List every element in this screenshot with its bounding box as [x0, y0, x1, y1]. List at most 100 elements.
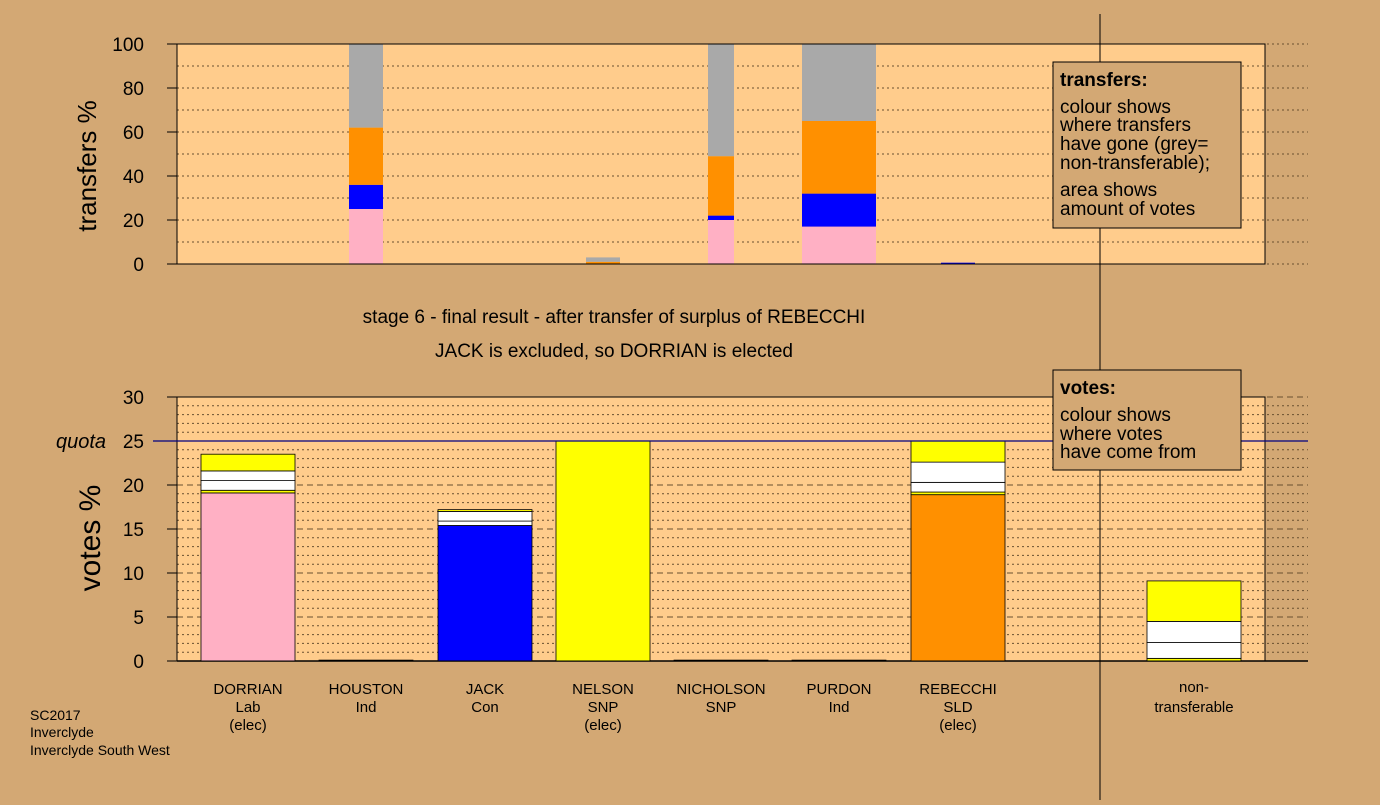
votes-bar-segment: [910, 461, 1006, 483]
candidate-name: REBECCHI: [919, 681, 997, 698]
transfers-bar-segment: [349, 184, 383, 209]
votes-y-tick-label: 0: [133, 652, 144, 673]
candidate-name: NELSON: [572, 681, 634, 698]
transfers-bar-segment: [802, 193, 876, 227]
footer-line: SC2017: [30, 707, 81, 723]
transfers-legend-title: transfers:: [1060, 70, 1148, 91]
votes-bar-segment: [910, 481, 1006, 493]
votes-y-tick-label: 15: [123, 520, 144, 541]
transfers-bar-segment: [802, 226, 876, 264]
votes-bar-segment: [1146, 580, 1242, 622]
transfers-y-tick-label: 100: [112, 35, 144, 56]
transfers-bar-segment: [586, 257, 620, 262]
candidate-party: Lab: [235, 699, 260, 716]
transfers-bar-segment: [349, 209, 383, 264]
transfers-legend-line: non-transferable);: [1060, 153, 1210, 174]
footer-line: Inverclyde: [30, 724, 94, 740]
nontransferable-label-line: transferable: [1154, 699, 1233, 716]
votes-bar-segment: [200, 480, 296, 491]
candidate-name: DORRIAN: [213, 681, 282, 698]
votes-bar-segment: [437, 509, 533, 512]
transfers-y-ticks: 0 20 40 60 80 100: [112, 35, 177, 276]
votes-y-axis-label: votes %: [74, 485, 107, 592]
transfers-bar: [349, 44, 383, 264]
transfers-bar: [802, 44, 876, 264]
candidate-name: NICHOLSON: [676, 681, 765, 698]
transfers-legend-line: amount of votes: [1060, 199, 1195, 220]
candidate-party: SNP: [706, 699, 737, 716]
candidate-note: (elec): [584, 717, 622, 734]
transfers-bar-segment: [941, 262, 975, 264]
transfers-bar-segment: [708, 156, 734, 216]
transfers-bar-segment: [802, 44, 876, 121]
votes-bar-segment: [200, 492, 296, 662]
footer-line: Inverclyde South West: [30, 742, 170, 758]
transfers-bar: [586, 257, 620, 264]
votes-bar: [910, 440, 1006, 662]
transfers-bar-segment: [802, 121, 876, 194]
votes-legend-line: have come from: [1060, 442, 1196, 463]
transfers-legend: transfers: colour shows where transfers …: [1052, 61, 1242, 229]
candidate-note: (elec): [939, 717, 977, 734]
candidate-name: PURDON: [806, 681, 871, 698]
votes-bar: [437, 509, 533, 662]
votes-legend-box: [1052, 369, 1242, 471]
transfers-legend-line: where transfers: [1059, 115, 1191, 136]
votes-bar-segment: [200, 453, 296, 472]
transfers-legend-box: [1052, 61, 1242, 229]
transfers-bar-segment: [708, 215, 734, 220]
votes-bar-segment: [555, 440, 651, 662]
candidate-party: Ind: [829, 699, 850, 716]
votes-y-ticks: 0 5 10 15 20 25 30: [123, 388, 177, 673]
candidate-party: SLD: [943, 699, 972, 716]
votes-bar-segment: [437, 525, 533, 662]
candidate-party: Ind: [356, 699, 377, 716]
transfers-y-tick-label: 40: [123, 167, 144, 188]
votes-y-tick-label: 25: [123, 432, 144, 453]
candidate-name: HOUSTON: [329, 681, 404, 698]
candidate-note: (elec): [229, 717, 267, 734]
votes-bar-segment: [200, 470, 296, 482]
votes-bar: [1146, 580, 1242, 662]
votes-bar-segment: [910, 494, 1006, 662]
transfers-plot-border: [176, 43, 1266, 265]
transfers-legend-line: have gone (grey=: [1060, 134, 1208, 155]
votes-bar-segment: [437, 510, 533, 522]
transfers-y-axis-label: transfers %: [72, 100, 102, 232]
votes-bar: [555, 440, 651, 662]
votes-bars: [200, 440, 1242, 662]
transfers-y-tick-label: 20: [123, 211, 144, 232]
votes-legend: votes: colour shows where votes have com…: [1052, 369, 1242, 471]
transfers-y-tick-label: 60: [123, 123, 144, 144]
transfers-legend-line: colour shows: [1060, 97, 1171, 118]
votes-y-tick-label: 5: [133, 608, 144, 629]
votes-legend-line: where votes: [1059, 424, 1162, 445]
votes-y-tick-label: 10: [123, 564, 144, 585]
quota-label: quota: [56, 431, 106, 453]
nontransferable-label-line: non-: [1179, 679, 1209, 696]
transfers-y-tick-label: 0: [133, 255, 144, 276]
candidate-party: Con: [471, 699, 499, 716]
transfers-bar-segment: [586, 261, 620, 264]
votes-bar: [200, 453, 296, 662]
votes-x-labels: DORRIANLab(elec)HOUSTONIndJACKConNELSONS…: [213, 679, 1233, 734]
nontransferable-label: non-transferable: [1154, 679, 1233, 716]
transfers-bar-segment: [349, 127, 383, 185]
votes-bar-segment: [437, 520, 533, 526]
transfers-bars: [349, 44, 975, 264]
transfers-legend-line: area shows: [1060, 180, 1157, 201]
candidate-name: JACK: [466, 681, 504, 698]
votes-bar-segment: [1146, 621, 1242, 643]
votes-legend-line: colour shows: [1060, 405, 1171, 426]
footer: SC2017 Inverclyde Inverclyde South West: [30, 707, 170, 758]
stage-subtitle: JACK is excluded, so DORRIAN is elected: [435, 341, 793, 362]
